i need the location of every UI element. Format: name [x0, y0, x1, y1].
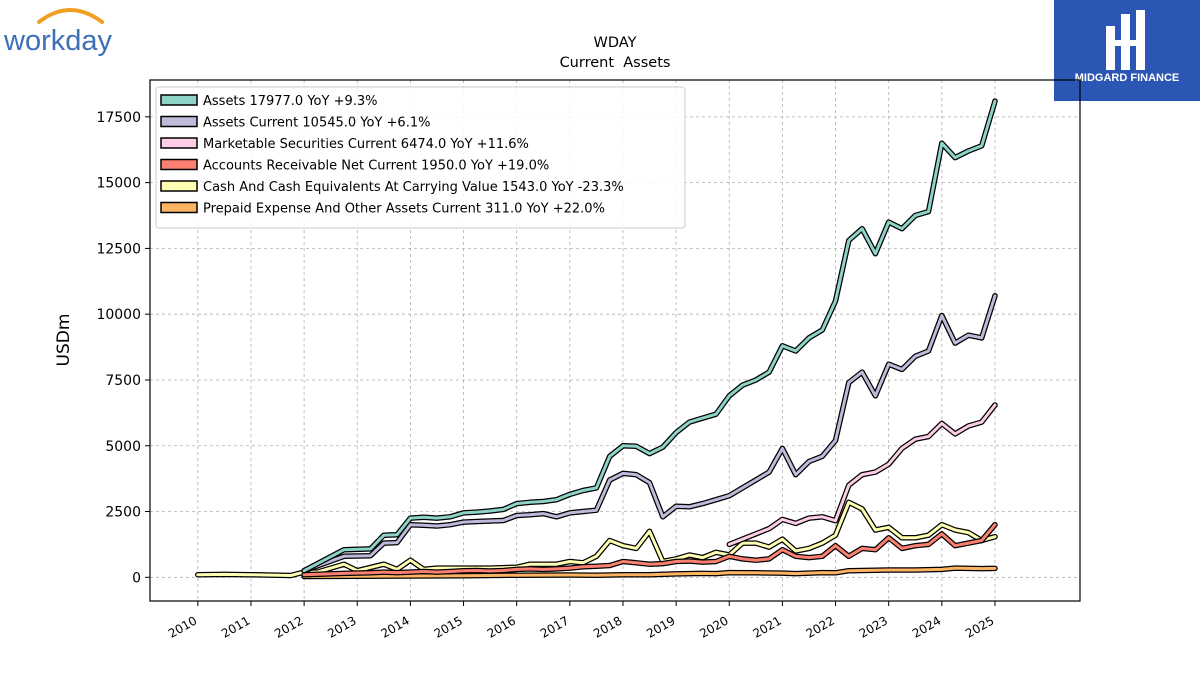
y-axis: 0 2500 5000 7500 10000 12500 15000 17500	[96, 110, 150, 586]
x-tick-label: 2013	[325, 613, 358, 640]
legend-label: Accounts Receivable Net Current 1950.0 Y…	[203, 159, 549, 174]
midgard-finance-emblem: MIDGARD FINANCE	[1075, 10, 1180, 84]
legend-swatch	[160, 180, 198, 192]
midgard-finance-text: MIDGARD FINANCE	[1075, 72, 1180, 84]
legend-label: Assets Current 10545.0 YoY +6.1%	[203, 116, 430, 131]
legend-label: Marketable Securities Current 6474.0 YoY…	[203, 137, 529, 152]
legend-label: Prepaid Expense And Other Assets Current…	[203, 202, 605, 217]
x-tick-label: 2019	[644, 613, 677, 640]
y-tick-label: 12500	[96, 241, 141, 257]
y-tick-label: 10000	[96, 307, 141, 323]
series-line	[302, 566, 997, 578]
legend-label: Assets 17977.0 YoY +9.3%	[203, 94, 378, 109]
y-tick-label: 7500	[105, 373, 141, 389]
workday-logo: workday	[4, 8, 112, 56]
chart-subtitle: Current Assets	[560, 55, 671, 71]
legend-swatch	[160, 94, 198, 106]
legend-swatch	[160, 137, 198, 149]
y-axis-label: USDm	[54, 314, 74, 367]
x-tick-label: 2016	[485, 613, 518, 640]
series-group	[195, 98, 998, 580]
x-tick-label: 2012	[272, 613, 305, 640]
x-tick-label: 2014	[378, 613, 411, 640]
y-tick-label: 15000	[96, 176, 141, 192]
legend-swatch	[160, 158, 198, 171]
series-line	[302, 294, 997, 573]
workday-logo-arc	[37, 8, 104, 24]
x-tick-label: 2015	[432, 613, 465, 640]
x-tick-label: 2023	[857, 613, 890, 640]
legend-swatch	[160, 115, 198, 128]
series-line	[727, 403, 997, 546]
midgard-finance-logo: MIDGARD FINANCE	[1054, 0, 1200, 101]
legend: Assets 17977.0 YoY +9.3% Assets Current 1…	[155, 86, 686, 229]
x-tick-label: 2021	[750, 613, 783, 640]
x-tick-label: 2025	[963, 613, 996, 640]
series-line	[302, 99, 997, 573]
x-tick-label: 2010	[166, 613, 199, 640]
workday-logo-text: workday	[4, 25, 112, 56]
x-tick-label: 2011	[219, 613, 252, 640]
series-line	[302, 523, 997, 577]
y-tick-label: 17500	[96, 110, 141, 126]
y-tick-label: 2500	[105, 505, 141, 521]
legend-box	[155, 86, 686, 229]
plot-frame	[149, 79, 1081, 602]
x-tick-label: 2020	[697, 613, 730, 640]
legend-swatch	[160, 201, 198, 214]
y-tick-label: 0	[132, 570, 141, 586]
x-tick-label: 2022	[804, 613, 837, 640]
x-axis: 2010 2011 2012 2013 2014 2015 2016 2017 2018 2019…	[166, 601, 996, 641]
x-tick-label: 2018	[591, 613, 624, 640]
series-layer	[195, 98, 998, 580]
x-tick-label: 2017	[538, 613, 571, 640]
chart-title: WDAY	[594, 35, 637, 51]
x-tick-label: 2024	[910, 613, 943, 640]
y-tick-label: 5000	[105, 439, 141, 455]
legend-label: Cash And Cash Equivalents At Carrying Va…	[203, 180, 624, 195]
